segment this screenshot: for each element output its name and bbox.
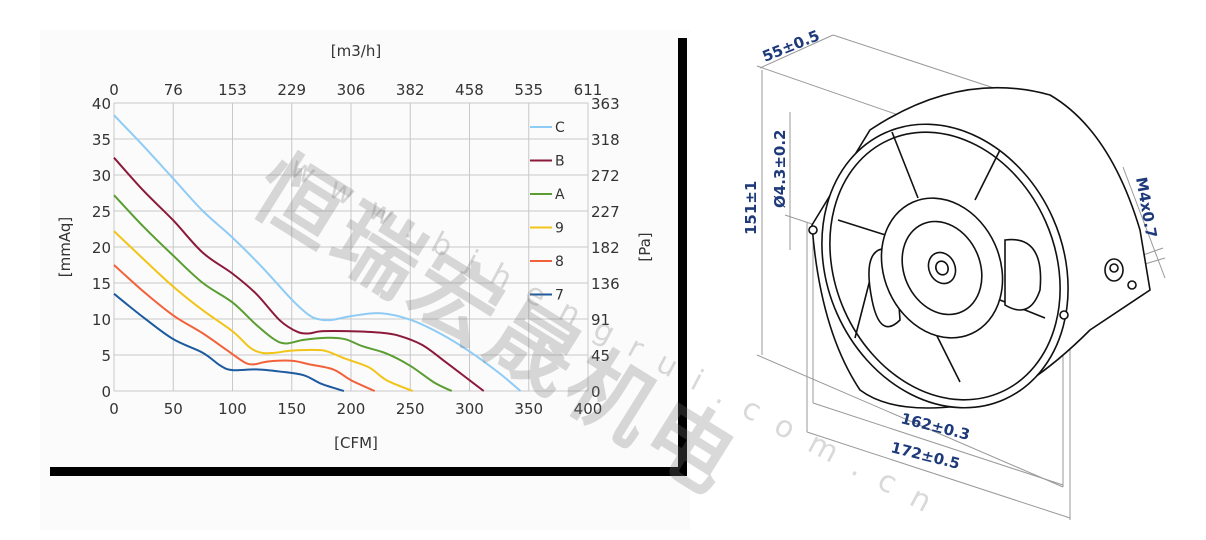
x-tick-label: 350 <box>514 400 543 418</box>
series-line-8 <box>113 264 376 392</box>
top-tick-label: 611 <box>574 81 603 99</box>
y-tick-label: 15 <box>92 275 111 293</box>
right-tick-label: 45 <box>591 347 610 365</box>
width-dimension: 172±0.5 <box>889 438 962 473</box>
right-tick-label: 227 <box>591 203 620 221</box>
series-line-A <box>113 194 453 392</box>
right-axis-label: [Pa] <box>636 232 654 261</box>
legend-label-7: 7 <box>555 288 564 304</box>
top-tick-label: 382 <box>396 81 425 99</box>
legend-label-A: A <box>555 187 565 203</box>
height-dimension: 151±1 <box>742 181 760 235</box>
right-tick-label: 91 <box>591 311 610 329</box>
right-tick-label: 363 <box>591 95 620 113</box>
right-tick-label: 136 <box>591 275 620 293</box>
top-tick-label: 76 <box>164 81 183 99</box>
legend: C B A 9 8 7 <box>530 120 565 304</box>
x-tick-label: 50 <box>164 400 183 418</box>
x-axis-label: [CFM] <box>334 434 378 452</box>
y-tick-label: 0 <box>101 383 111 401</box>
y-tick-label: 35 <box>92 131 111 149</box>
series-line-B <box>113 157 485 392</box>
x-tick-label: 300 <box>455 400 484 418</box>
y-tick-label: 20 <box>92 239 111 257</box>
series-line-C <box>113 114 522 392</box>
top-tick-label: 306 <box>337 81 366 99</box>
legend-label-C: C <box>555 120 565 136</box>
top-tick-label: 153 <box>218 81 247 99</box>
depth-dimension: 55±0.5 <box>760 27 822 66</box>
top-axis-label: [m3/h] <box>331 42 381 60</box>
x-tick-label: 250 <box>396 400 425 418</box>
hole-spacing-dimension: 162±0.3 <box>899 409 972 444</box>
x-tick-label: 150 <box>277 400 306 418</box>
y-tick-label: 40 <box>92 95 111 113</box>
top-tick-label: 0 <box>109 81 119 99</box>
legend-label-9: 9 <box>555 221 564 237</box>
top-tick-label: 458 <box>455 81 484 99</box>
chart-panel <box>40 30 690 530</box>
curves <box>113 114 522 392</box>
top-tick-label: 535 <box>514 81 543 99</box>
y-tick-label: 10 <box>92 311 111 329</box>
x-tick-label: 200 <box>337 400 366 418</box>
x-tick-label: 100 <box>218 400 247 418</box>
right-tick-label: 272 <box>591 167 620 185</box>
legend-label-8: 8 <box>555 254 564 270</box>
dimension-lines <box>756 34 1166 520</box>
hole-dimension: Ø4.3±0.2 <box>771 130 789 208</box>
y-tick-label: 25 <box>92 203 111 221</box>
x-tick-label: 0 <box>109 400 119 418</box>
right-tick-label: 318 <box>591 131 620 149</box>
frame-bottom-bar <box>50 467 687 476</box>
y-axis-label: [mmAq] <box>56 217 74 277</box>
ticks: 0050761001531502292003062503823004583505… <box>92 81 620 418</box>
frame-right-bar <box>678 38 687 476</box>
performance-chart: 0050761001531502292003062503823004583505… <box>50 38 687 476</box>
fan-body <box>808 86 1151 409</box>
y-tick-label: 5 <box>101 347 111 365</box>
legend-label-B: B <box>555 154 565 170</box>
series-line-9 <box>113 230 414 392</box>
right-tick-label: 0 <box>591 383 601 401</box>
series-line-7 <box>113 293 345 392</box>
x-tick-label: 400 <box>574 400 603 418</box>
y-tick-label: 30 <box>92 167 111 185</box>
right-tick-label: 182 <box>591 239 620 257</box>
grid <box>113 102 589 392</box>
top-tick-label: 229 <box>277 81 306 99</box>
